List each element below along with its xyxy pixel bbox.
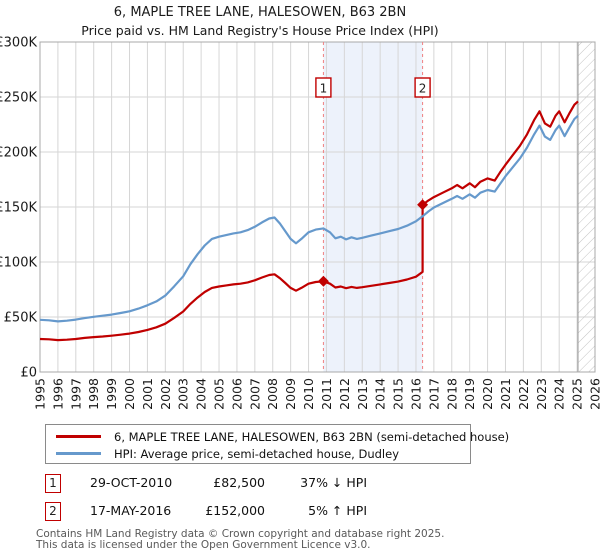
transaction-2-date: 17-MAY-2016 (90, 503, 172, 518)
x-axis-tick-label: 2014 (373, 378, 388, 410)
x-axis-tick-label: 1995 (33, 378, 48, 410)
transaction-1-hpi-delta: 37% ↓ HPI (300, 475, 367, 490)
transaction-2-price: £152,000 (205, 503, 265, 518)
x-axis-tick-label: 2011 (319, 378, 334, 410)
transaction-2-hpi-delta: 5% ↑ HPI (308, 503, 367, 518)
copyright-line-1: Contains HM Land Registry data © Crown c… (36, 528, 445, 540)
x-axis-tick-label: 2024 (552, 378, 567, 410)
price-history-chart: 12£0£50K£100K£150K£200K£250K£300K1995199… (0, 36, 600, 410)
x-axis-tick-label: 2013 (355, 378, 370, 410)
x-axis-tick-label: 2019 (462, 378, 477, 410)
sale-flag-box-1 (315, 77, 332, 98)
future-hatch-region (577, 42, 595, 372)
transaction-1-price: £82,500 (213, 475, 265, 490)
y-axis-tick-label: £200K (0, 146, 37, 161)
sale-flag-number-2: 2 (419, 82, 427, 96)
y-axis-tick-label: £250K (0, 91, 37, 106)
hpi-line-swatch (56, 452, 101, 455)
sale-marker-2 (417, 199, 429, 211)
x-axis-tick-label: 2022 (516, 378, 531, 410)
x-axis-tick-label: 1996 (50, 378, 65, 410)
legend-item-hpi: HPI: Average price, semi-detached house,… (56, 445, 399, 462)
sale-marker-1 (317, 275, 329, 287)
property-price-line (39, 100, 579, 342)
hpi-line (39, 114, 579, 323)
transaction-1-date: 29-OCT-2010 (90, 475, 173, 490)
y-axis-tick-label: £150K (0, 201, 37, 216)
legend-label-property: 6, MAPLE TREE LANE, HALESOWEN, B63 2BN (… (114, 429, 510, 444)
x-axis-tick-label: 1998 (86, 378, 101, 410)
legend-item-property: 6, MAPLE TREE LANE, HALESOWEN, B63 2BN (… (56, 428, 509, 445)
x-axis-tick-label: 2020 (480, 378, 495, 410)
x-axis-tick-label: 2025 (570, 378, 585, 410)
y-axis-tick-label: £100K (0, 256, 37, 271)
plot-border (39, 41, 596, 373)
x-axis-tick-label: 2026 (588, 378, 600, 410)
x-axis-tick-label: 2002 (158, 378, 173, 410)
y-axis-tick-label: £300K (0, 36, 37, 51)
x-axis-tick-label: 2001 (140, 378, 155, 410)
transaction-1-flag: 1 (45, 474, 61, 493)
sale-flag-number-1: 1 (320, 82, 328, 96)
x-axis-tick-label: 2007 (247, 378, 262, 410)
transaction-row-2: 2 17-MAY-2016 £152,000 5% ↑ HPI (45, 502, 370, 522)
x-axis-tick-label: 2015 (391, 378, 406, 410)
page-title: 6, MAPLE TREE LANE, HALESOWEN, B63 2BN (113, 5, 407, 20)
x-axis-tick-label: 2016 (408, 378, 423, 410)
transaction-2-flag: 2 (45, 502, 61, 521)
x-axis-tick-label: 2018 (444, 378, 459, 410)
property-line-swatch (56, 435, 101, 438)
chart-legend: 6, MAPLE TREE LANE, HALESOWEN, B63 2BN (… (45, 424, 509, 464)
x-axis-tick-label: 2000 (122, 378, 137, 410)
x-axis-tick-label: 1999 (104, 378, 119, 410)
page-subtitle: Price paid vs. HM Land Registry's House … (81, 23, 439, 38)
x-axis-tick-label: 2005 (212, 378, 227, 410)
y-axis-tick-label: £0 (20, 366, 37, 381)
x-axis-tick-label: 2003 (176, 378, 191, 410)
copyright-notice: Contains HM Land Registry data © Crown c… (36, 529, 444, 551)
x-axis-tick-label: 2010 (301, 378, 316, 410)
x-axis-tick-label: 2023 (534, 378, 549, 410)
x-axis-tick-label: 2012 (337, 378, 352, 410)
y-axis-tick-label: £50K (4, 311, 38, 326)
x-axis-tick-label: 2008 (265, 378, 280, 410)
legend-label-hpi: HPI: Average price, semi-detached house,… (114, 446, 400, 461)
transaction-row-1: 1 29-OCT-2010 £82,500 37% ↓ HPI (45, 474, 370, 494)
x-axis-tick-label: 2006 (229, 378, 244, 410)
x-axis-tick-label: 2009 (283, 378, 298, 410)
x-axis-tick-label: 2004 (194, 378, 209, 410)
sale-flag-box-2 (414, 77, 431, 98)
copyright-line-2: This data is licensed under the Open Gov… (36, 539, 371, 551)
x-axis-tick-label: 2021 (498, 378, 513, 410)
x-axis-tick-label: 1997 (68, 378, 83, 410)
x-axis-tick-label: 2017 (426, 378, 441, 410)
